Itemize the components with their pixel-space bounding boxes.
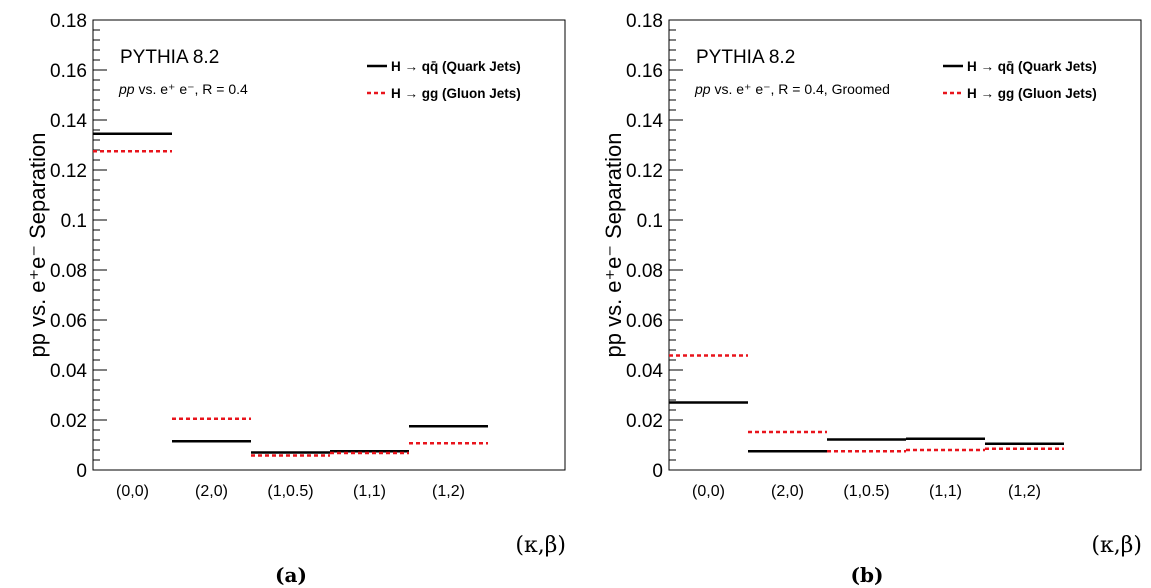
plot-frame: [668, 19, 1142, 471]
x-category-label: (1,0.5): [843, 483, 889, 500]
y-tick-label: 0.16: [50, 61, 87, 82]
y-tick-label: 0.1: [637, 211, 663, 232]
y-axis-label: pp vs. e⁺e⁻ Separation: [601, 132, 626, 357]
panel-label: (b): [851, 563, 884, 587]
y-axis-label: pp vs. e⁺e⁻ Separation: [25, 132, 50, 357]
y-tick-label: 0: [652, 461, 663, 482]
y-tick-label: 0.12: [50, 161, 87, 182]
y-tick-label: 0.04: [50, 361, 87, 382]
chart-a-svg: 0 0.02 0.04 0.06 0.08 0.1 0.12 0.14 0.16 0.18 pp v…: [25, 11, 566, 587]
x-category-label: (0,0): [116, 483, 149, 500]
x-category-label: (2,0): [195, 483, 228, 500]
y-tick-label: 0.04: [626, 361, 663, 382]
chart-b-svg: 0 0.02 0.04 0.06 0.08 0.1 0.12 0.14 0.16 0.18 pp v…: [601, 11, 1142, 587]
legend-entry: H → qq̄ (Quark Jets): [967, 59, 1097, 74]
y-tick-label: 0: [76, 461, 87, 482]
generator-label: PYTHIA 8.2: [120, 47, 219, 68]
subtitle: pp vs. e⁺ e⁻, R = 0.4: [118, 81, 248, 97]
y-tick-label: 0.06: [50, 311, 87, 332]
y-tick-label: 0.18: [50, 11, 87, 32]
y-tick-label: 0.12: [626, 161, 663, 182]
y-tick-label: 0.16: [626, 61, 663, 82]
legend-entry: H → qq̄ (Quark Jets): [391, 59, 521, 74]
x-category-label: (1,1): [929, 483, 962, 500]
chart-panel-b: 0 0.02 0.04 0.06 0.08 0.1 0.12 0.14 0.16 0.18 pp v…: [576, 0, 1151, 588]
x-category-label: (1,2): [1008, 483, 1041, 500]
y-tick-label: 0.02: [626, 411, 663, 432]
generator-label: PYTHIA 8.2: [696, 47, 795, 68]
panel-label: (a): [275, 563, 307, 587]
y-tick-label: 0.14: [626, 111, 663, 132]
y-tick-label: 0.06: [626, 311, 663, 332]
plot-frame: [92, 19, 566, 471]
y-tick-label: 0.02: [50, 411, 87, 432]
subtitle: pp vs. e⁺ e⁻, R = 0.4, Groomed: [694, 81, 890, 97]
y-tick-label: 0.18: [626, 11, 663, 32]
y-tick-label: 0.14: [50, 111, 87, 132]
y-tick-label: 0.1: [61, 211, 87, 232]
chart-panel-a: 0 0.02 0.04 0.06 0.08 0.1 0.12 0.14 0.16 0.18 pp v…: [0, 0, 575, 588]
y-tick-label: 0.08: [50, 261, 87, 282]
x-category-label: (1,1): [353, 483, 386, 500]
y-tick-label: 0.08: [626, 261, 663, 282]
x-axis-label: (κ,β): [1091, 533, 1142, 558]
x-category-label: (1,0.5): [267, 483, 313, 500]
x-category-label: (0,0): [692, 483, 725, 500]
x-category-label: (2,0): [771, 483, 804, 500]
legend-entry: H → gg (Gluon Jets): [391, 86, 521, 101]
x-axis-label: (κ,β): [515, 533, 566, 558]
x-category-label: (1,2): [432, 483, 465, 500]
legend-entry: H → gg (Gluon Jets): [967, 86, 1097, 101]
